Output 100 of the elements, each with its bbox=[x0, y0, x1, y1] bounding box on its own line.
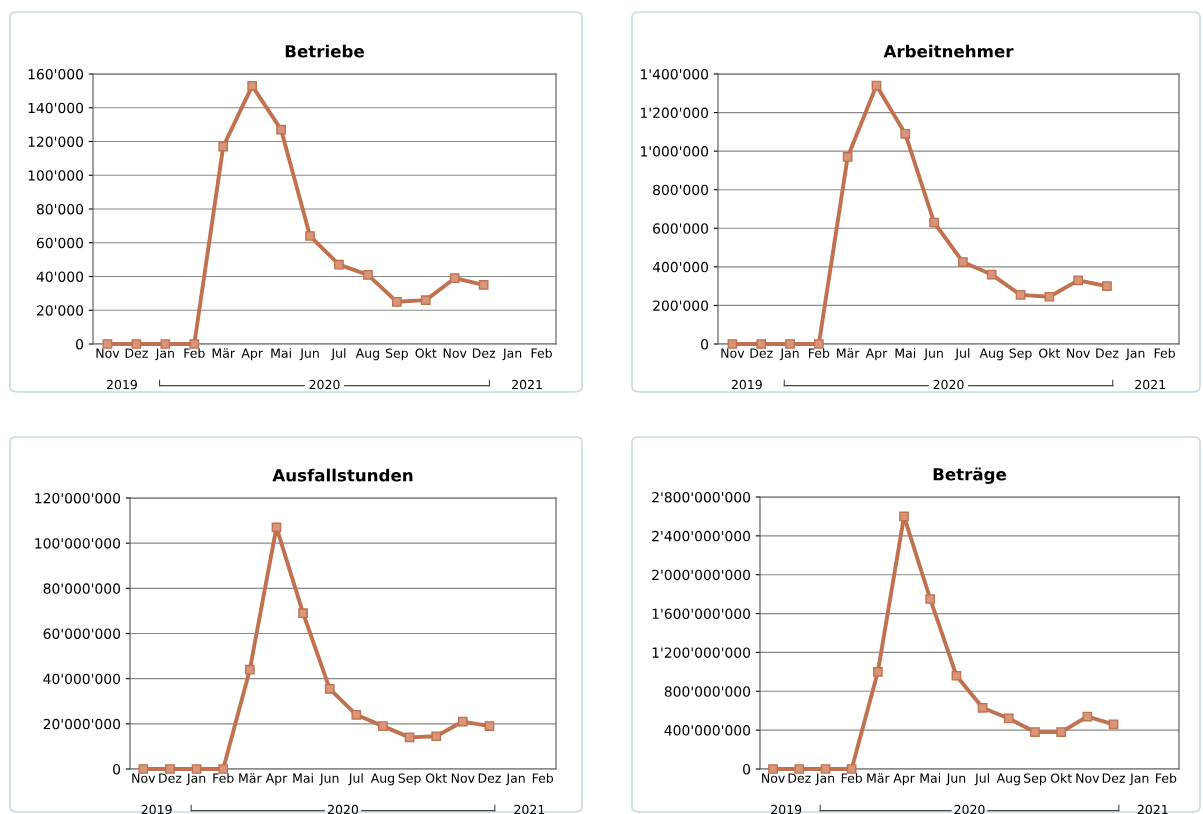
y-tick-label: 100'000 bbox=[28, 170, 84, 181]
point bbox=[457, 716, 468, 727]
chart-title: Ausfallstunden bbox=[272, 468, 413, 482]
x-tick-label: Aug bbox=[370, 773, 395, 786]
point bbox=[420, 295, 431, 305]
point bbox=[1073, 275, 1084, 286]
text: 2020 bbox=[309, 379, 340, 390]
x-tick-label: Jan bbox=[155, 348, 174, 361]
point bbox=[391, 296, 402, 307]
x-tick-label: Okt bbox=[425, 773, 447, 783]
x-tick-label: Sep bbox=[1024, 773, 1047, 786]
point bbox=[334, 259, 344, 270]
point bbox=[449, 273, 460, 284]
point bbox=[900, 128, 911, 139]
point bbox=[431, 731, 442, 742]
point bbox=[986, 269, 997, 280]
point bbox=[1030, 727, 1040, 737]
y-tick-label: 1'200'000 bbox=[641, 107, 709, 119]
x-tick-label: Nov bbox=[1076, 773, 1100, 783]
point bbox=[276, 124, 286, 135]
point bbox=[1015, 289, 1026, 300]
chart-title: Arbeitnehmer bbox=[883, 44, 1014, 58]
point bbox=[160, 339, 171, 349]
point bbox=[271, 522, 282, 533]
y-tick-label: 80'000 bbox=[36, 203, 84, 215]
text: 2020 bbox=[328, 804, 359, 814]
x-tick-label: Jun bbox=[945, 773, 966, 786]
point bbox=[363, 269, 373, 280]
x-tick-label: Nov bbox=[443, 348, 467, 358]
point bbox=[925, 594, 936, 604]
point bbox=[756, 339, 767, 349]
y-tick-label: 0 bbox=[701, 338, 709, 350]
x-tick-label: Jul bbox=[954, 348, 970, 361]
x-tick-label: Mär bbox=[867, 773, 890, 783]
x-tick-label: Dez bbox=[472, 348, 496, 358]
chart-title: Beträge bbox=[933, 467, 1007, 484]
point bbox=[305, 231, 315, 241]
point bbox=[768, 764, 778, 774]
x-tick-label: Mai bbox=[293, 773, 313, 783]
point bbox=[794, 764, 805, 774]
y-tick-label: 0 bbox=[113, 763, 121, 775]
point bbox=[872, 666, 883, 677]
y-tick-label: 20'000'000 bbox=[43, 718, 121, 730]
x-tick-label: Jan bbox=[815, 773, 835, 786]
x-tick-label: Nov bbox=[96, 348, 120, 358]
text: 2019 bbox=[771, 804, 802, 814]
chart-title: Betriebe bbox=[285, 44, 364, 58]
x-tick-label: Nov bbox=[451, 773, 475, 783]
x-tick-label: Jul bbox=[348, 773, 363, 786]
text: 2021 bbox=[512, 379, 542, 390]
y-tick-label: 2'000'000'000 bbox=[652, 569, 751, 581]
point bbox=[351, 709, 362, 720]
x-tick-label: Okt bbox=[415, 348, 437, 358]
x-tick-label: Apr bbox=[893, 773, 915, 786]
x-tick-label: Dez bbox=[788, 773, 811, 783]
point bbox=[1003, 713, 1014, 724]
point bbox=[1102, 281, 1112, 292]
x-tick-label: Apr bbox=[265, 773, 288, 786]
y-tick-label: 1'200'000'000 bbox=[652, 647, 751, 658]
x-tick-label: Okt bbox=[1039, 348, 1061, 358]
point bbox=[813, 339, 824, 349]
y-tick-label: 140'000 bbox=[28, 102, 84, 114]
point bbox=[189, 339, 200, 349]
x-tick-label: Feb bbox=[841, 773, 863, 783]
text: 2021 bbox=[1135, 379, 1165, 390]
text: 2020 bbox=[933, 379, 964, 390]
y-tick-label: 120'000'000 bbox=[35, 492, 121, 504]
x-tick-label: Mai bbox=[920, 773, 941, 783]
y-tick-label: 400'000'000 bbox=[664, 725, 751, 736]
x-tick-label: Nov bbox=[721, 348, 745, 358]
point bbox=[785, 339, 795, 349]
point bbox=[1056, 727, 1067, 737]
y-tick-label: 200'000 bbox=[653, 300, 709, 311]
point bbox=[218, 764, 229, 774]
point bbox=[478, 280, 489, 290]
y-tick-label: 800'000'000 bbox=[664, 686, 751, 697]
text: 2019 bbox=[141, 804, 172, 814]
x-tick-label: Feb bbox=[213, 773, 234, 783]
x-tick-label: Dez bbox=[1096, 348, 1119, 358]
y-tick-label: 0 bbox=[743, 763, 751, 775]
x-tick-label: Feb bbox=[1154, 348, 1175, 358]
x-tick-label: Jul bbox=[330, 348, 346, 361]
x-tick-label: Nov bbox=[132, 773, 156, 783]
x-tick-label: Mai bbox=[895, 348, 916, 358]
x-tick-label: Jan bbox=[505, 773, 525, 786]
text: 2020 bbox=[954, 804, 985, 814]
x-tick-label: Jan bbox=[779, 348, 799, 361]
y-tick-label: 120'000 bbox=[28, 136, 84, 147]
y-tick-label: 160'000 bbox=[28, 68, 84, 80]
point bbox=[727, 339, 738, 349]
point bbox=[1108, 719, 1119, 730]
x-tick-label: Jun bbox=[923, 348, 943, 361]
x-tick-label: Feb bbox=[532, 773, 554, 783]
x-tick-label: Mär bbox=[239, 773, 262, 783]
y-tick-label: 60'000'000 bbox=[43, 628, 121, 639]
point bbox=[899, 511, 909, 522]
y-tick-label: 800'000 bbox=[653, 184, 709, 196]
y-tick-label: 600'000 bbox=[653, 223, 709, 234]
x-tick-label: Jan bbox=[186, 773, 206, 786]
y-tick-label: 1'600'000'000 bbox=[652, 608, 751, 620]
